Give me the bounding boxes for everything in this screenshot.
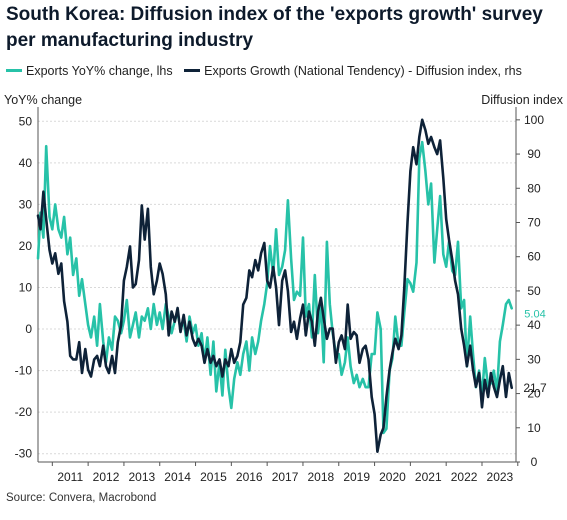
right-tick-label: 100: [524, 113, 544, 127]
left-tick-label: -10: [15, 364, 33, 378]
right-tick-label: 40: [527, 318, 541, 332]
x-tick-label: 2015: [200, 470, 227, 484]
end-label-navy: 21.7: [523, 381, 547, 395]
right-tick-label: 30: [527, 352, 541, 366]
x-tick-label: 2016: [236, 470, 263, 484]
left-tick-label: 30: [19, 197, 33, 211]
left-axis-title: YoY% change: [4, 93, 82, 107]
x-tick-label: 2020: [379, 470, 406, 484]
left-tick-label: 50: [19, 114, 33, 128]
left-tick-label: 20: [19, 239, 33, 253]
x-tick-label: 2021: [415, 470, 442, 484]
right-axis-title: Diffusion index: [481, 93, 564, 107]
left-tick-label: -30: [15, 447, 33, 461]
right-tick-label: 20: [527, 387, 541, 401]
right-tick-label: 90: [527, 147, 541, 161]
legend-item-navy: Exports Growth (National Tendency) - Dif…: [184, 64, 522, 78]
series-line-teal: [36, 140, 513, 435]
x-tick-label: 2014: [164, 470, 191, 484]
left-tick-label: 40: [19, 156, 33, 170]
x-tick-label: 2023: [487, 470, 514, 484]
x-tick-label: 2022: [451, 470, 478, 484]
right-tick-label: 10: [527, 421, 541, 435]
left-tick-label: 0: [25, 322, 32, 336]
left-tick-label: 10: [19, 281, 33, 295]
legend-swatch-teal: [6, 69, 22, 72]
right-tick-label: 70: [527, 215, 541, 229]
right-tick-label: 60: [527, 250, 541, 264]
x-tick-label: 2019: [343, 470, 370, 484]
legend-label-navy: Exports Growth (National Tendency) - Dif…: [204, 63, 522, 78]
legend: Exports YoY% change, lhs Exports Growth …: [6, 61, 561, 78]
x-tick-label: 2011: [57, 470, 83, 484]
left-tick-label: -20: [15, 405, 33, 419]
x-tick-label: 2013: [128, 470, 155, 484]
x-tick-label: 2017: [272, 470, 299, 484]
legend-swatch-navy: [184, 69, 201, 72]
source-note: Source: Convera, Macrobond: [6, 492, 157, 504]
right-tick-label: 0: [531, 455, 538, 469]
series-line-navy: [36, 118, 513, 453]
x-tick-label: 2018: [308, 470, 335, 484]
x-tick-label: 2012: [93, 470, 120, 484]
chart-title: South Korea: Diffusion index of the 'exp…: [6, 4, 543, 51]
end-label-teal: 5.04: [524, 308, 545, 320]
right-tick-label: 50: [527, 284, 541, 298]
legend-item-teal: Exports YoY% change, lhs: [6, 64, 173, 78]
legend-label-teal: Exports YoY% change, lhs: [26, 63, 173, 78]
right-tick-label: 80: [527, 181, 541, 195]
